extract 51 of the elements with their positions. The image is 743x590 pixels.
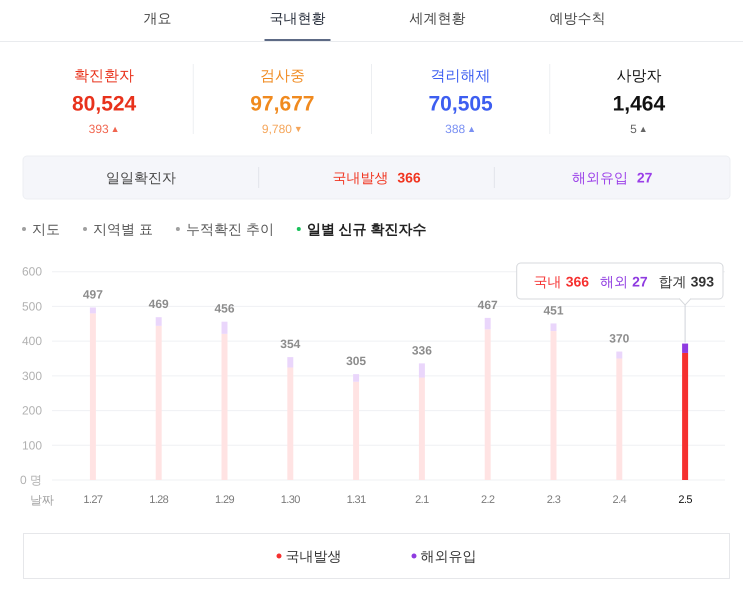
y-tick-label: 500 <box>22 299 42 314</box>
chart-tab-label: 지도 <box>32 221 60 237</box>
tab-label: 국내현황 <box>270 10 326 26</box>
y-tick-label: 400 <box>22 334 42 348</box>
x-tick-label: 1.30 <box>280 494 300 506</box>
card-label: 검사중 <box>260 68 305 84</box>
total-label: 370 <box>609 332 630 346</box>
card-change: 5▲ <box>630 122 648 136</box>
x-axis-title: 날짜 <box>30 493 54 507</box>
x-tick-label: 1.27 <box>83 494 102 506</box>
card-change: 9,780▼ <box>262 122 303 136</box>
summary-title: 일일확진자 <box>106 170 176 186</box>
card-label: 사망자 <box>616 68 662 84</box>
y-tick-label: 600 <box>22 264 42 279</box>
total-label: 354 <box>280 337 300 352</box>
card-change: 388▲ <box>445 122 476 136</box>
chart-tab-label: 지역별 표 <box>93 221 153 237</box>
x-tick-label: 2.2 <box>480 494 494 506</box>
title: 일별 신규 확진자수 <box>306 221 427 237</box>
y-tick-label: 300 <box>22 368 42 383</box>
tab-label: 세계현황 <box>410 10 466 26</box>
chart-tab-label: 누적확진 추이 <box>186 221 274 237</box>
y-tick-label: 200 <box>22 404 42 418</box>
total-label: 336 <box>412 343 432 358</box>
y-tick-label: 0 명 <box>20 473 42 487</box>
x-tick-label: 1.31 <box>346 494 366 506</box>
tab-label: 개요 <box>144 10 172 26</box>
total-label: 456 <box>214 302 235 316</box>
total-label: 469 <box>148 297 169 312</box>
x-tick-label: 2.4 <box>612 494 626 506</box>
tab-label: 예방수칙 <box>550 10 606 26</box>
x-tick-label: 1.28 <box>149 494 168 506</box>
summary-label: 국내발생 <box>332 170 388 186</box>
summary-value-label: 366 <box>397 170 421 186</box>
y-tick-label: 100 <box>22 438 42 452</box>
summary-label: 해외유입 <box>572 170 628 186</box>
card-change: 393▲ <box>88 122 120 136</box>
tooltip-label: 국내 366 해외 27 합계 393 <box>534 274 714 290</box>
total-label: 467 <box>478 298 498 312</box>
card-label: 격리해제 <box>430 68 491 84</box>
legend-label: 해외유입 <box>420 548 476 564</box>
x-tick-label: 2.1 <box>415 494 429 506</box>
total-label: 497 <box>82 287 103 302</box>
legend-label: 국내발생 <box>286 548 342 564</box>
card-label: 확진환자 <box>74 68 134 84</box>
summary-value-label: 27 <box>636 170 652 186</box>
total-label: 305 <box>346 354 366 368</box>
x-tick-label: 2.5 <box>678 494 692 506</box>
x-tick-label: 1.29 <box>215 494 234 506</box>
x-tick-label: 2.3 <box>546 494 560 506</box>
total-label: 451 <box>543 303 564 318</box>
